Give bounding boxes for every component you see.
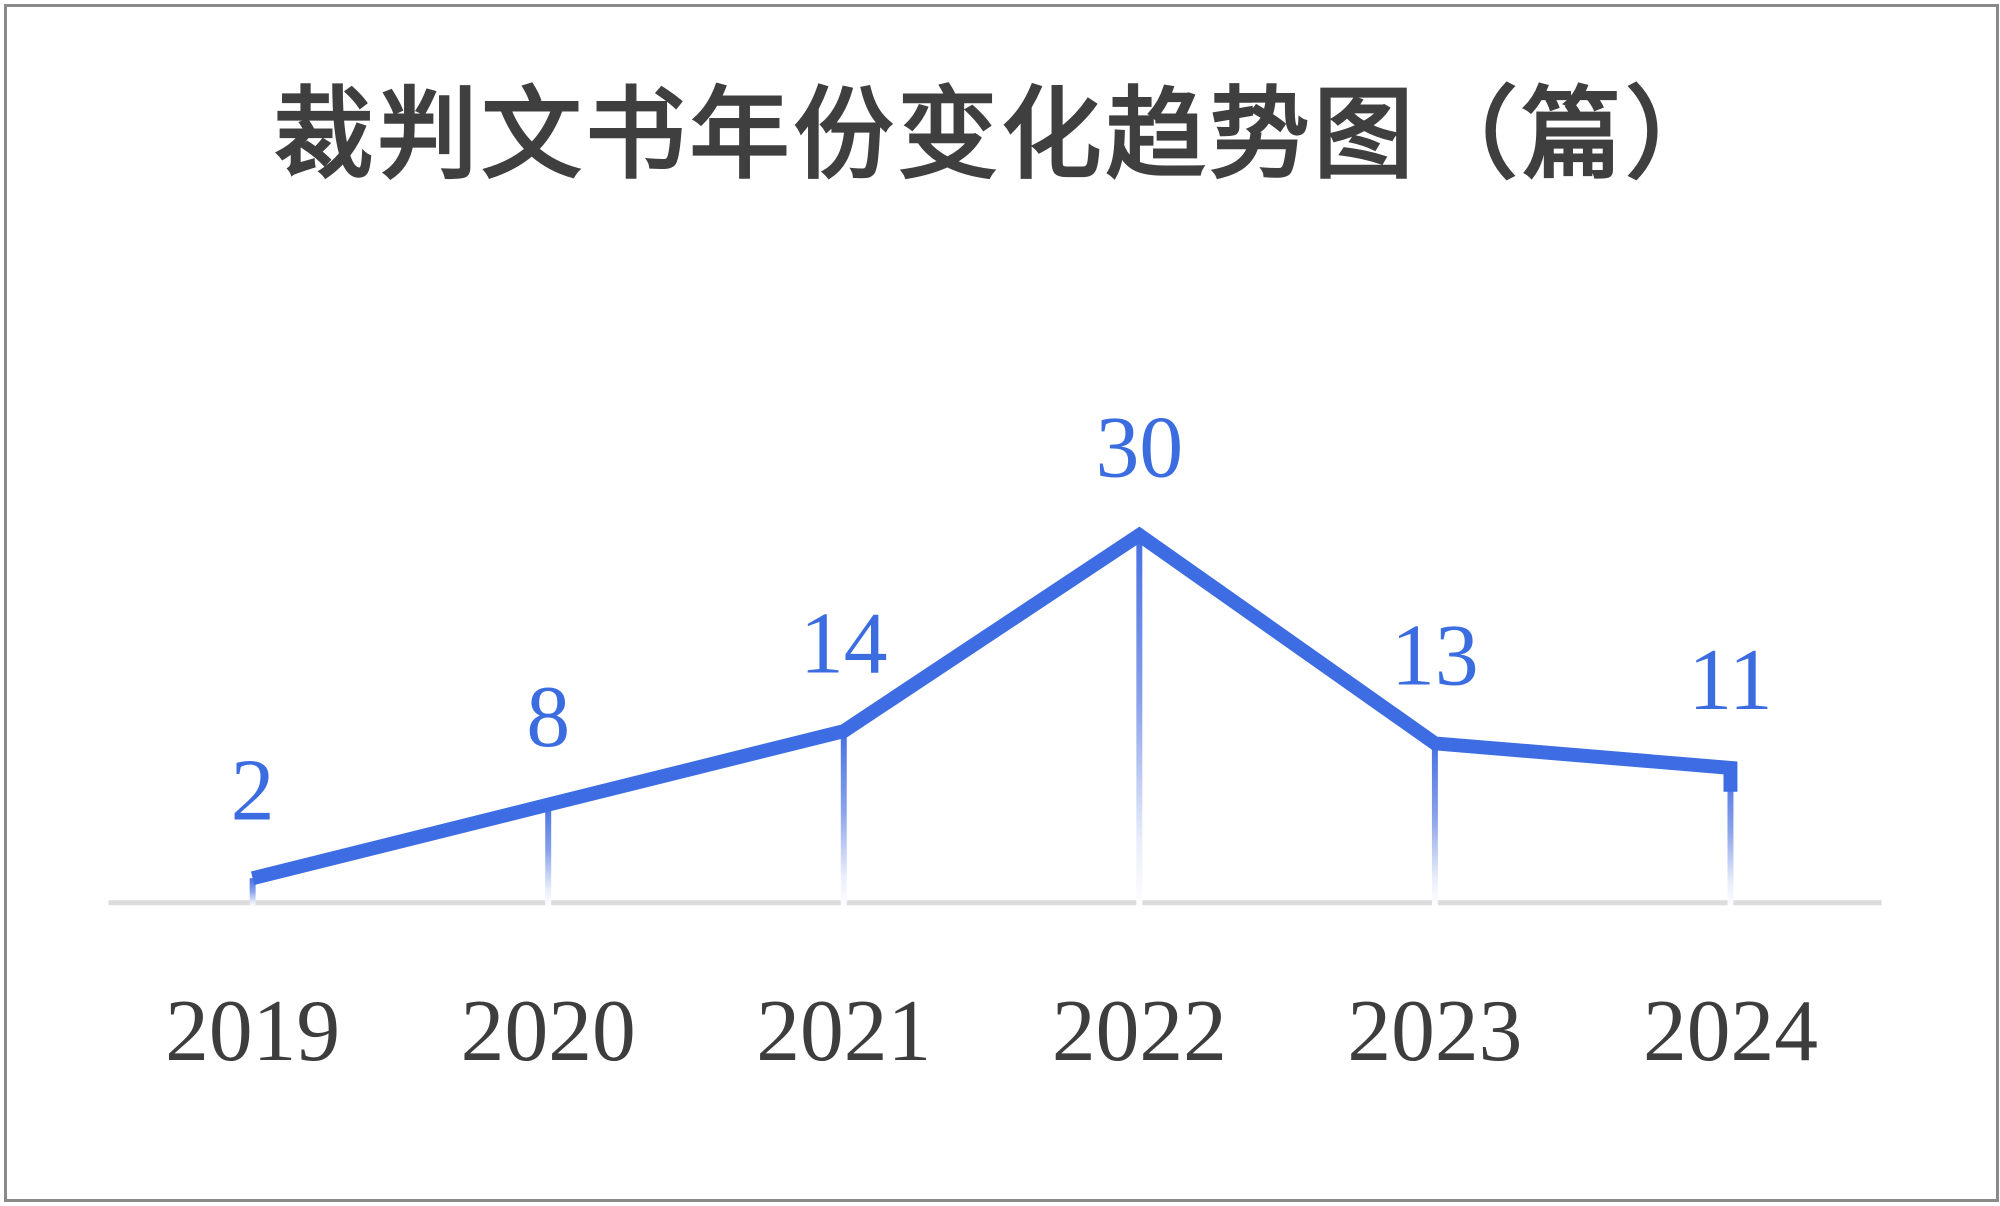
trend-line bbox=[250, 526, 1738, 885]
chart-title: 裁判文书年份变化趋势图（篇） bbox=[273, 80, 1730, 191]
value-labels-group: 2 8 14 30 13 11 bbox=[231, 398, 1773, 838]
value-label: 30 bbox=[1096, 398, 1184, 495]
drop-line bbox=[1431, 743, 1438, 908]
series-line-group bbox=[250, 526, 1738, 885]
drop-lines-group bbox=[249, 534, 1734, 908]
x-axis-labels-group: 2019 2020 2021 2022 2023 2024 bbox=[165, 982, 1818, 1079]
drop-line bbox=[1727, 767, 1734, 908]
year-label: 2020 bbox=[461, 982, 636, 1079]
drop-line bbox=[840, 731, 847, 908]
drop-line bbox=[545, 804, 552, 908]
chart-frame: 裁判文书年份变化趋势图（篇） 2 8 14 30 13 11 2019 2020 2021 20… bbox=[4, 4, 1999, 1202]
drop-line bbox=[1136, 534, 1143, 908]
year-label: 2019 bbox=[165, 982, 340, 1079]
value-label: 8 bbox=[526, 668, 570, 765]
year-label: 2024 bbox=[1643, 982, 1818, 1079]
drop-line bbox=[249, 878, 256, 908]
year-label: 2022 bbox=[1052, 982, 1227, 1079]
trend-chart-canvas: 2 8 14 30 13 11 2019 2020 2021 2022 2023 2024 bbox=[108, 398, 1882, 1079]
year-label: 2021 bbox=[756, 982, 931, 1079]
value-label: 11 bbox=[1688, 631, 1772, 728]
value-label: 2 bbox=[231, 742, 275, 839]
value-label: 14 bbox=[800, 594, 888, 691]
value-label: 13 bbox=[1391, 607, 1479, 704]
year-label: 2023 bbox=[1347, 982, 1522, 1079]
